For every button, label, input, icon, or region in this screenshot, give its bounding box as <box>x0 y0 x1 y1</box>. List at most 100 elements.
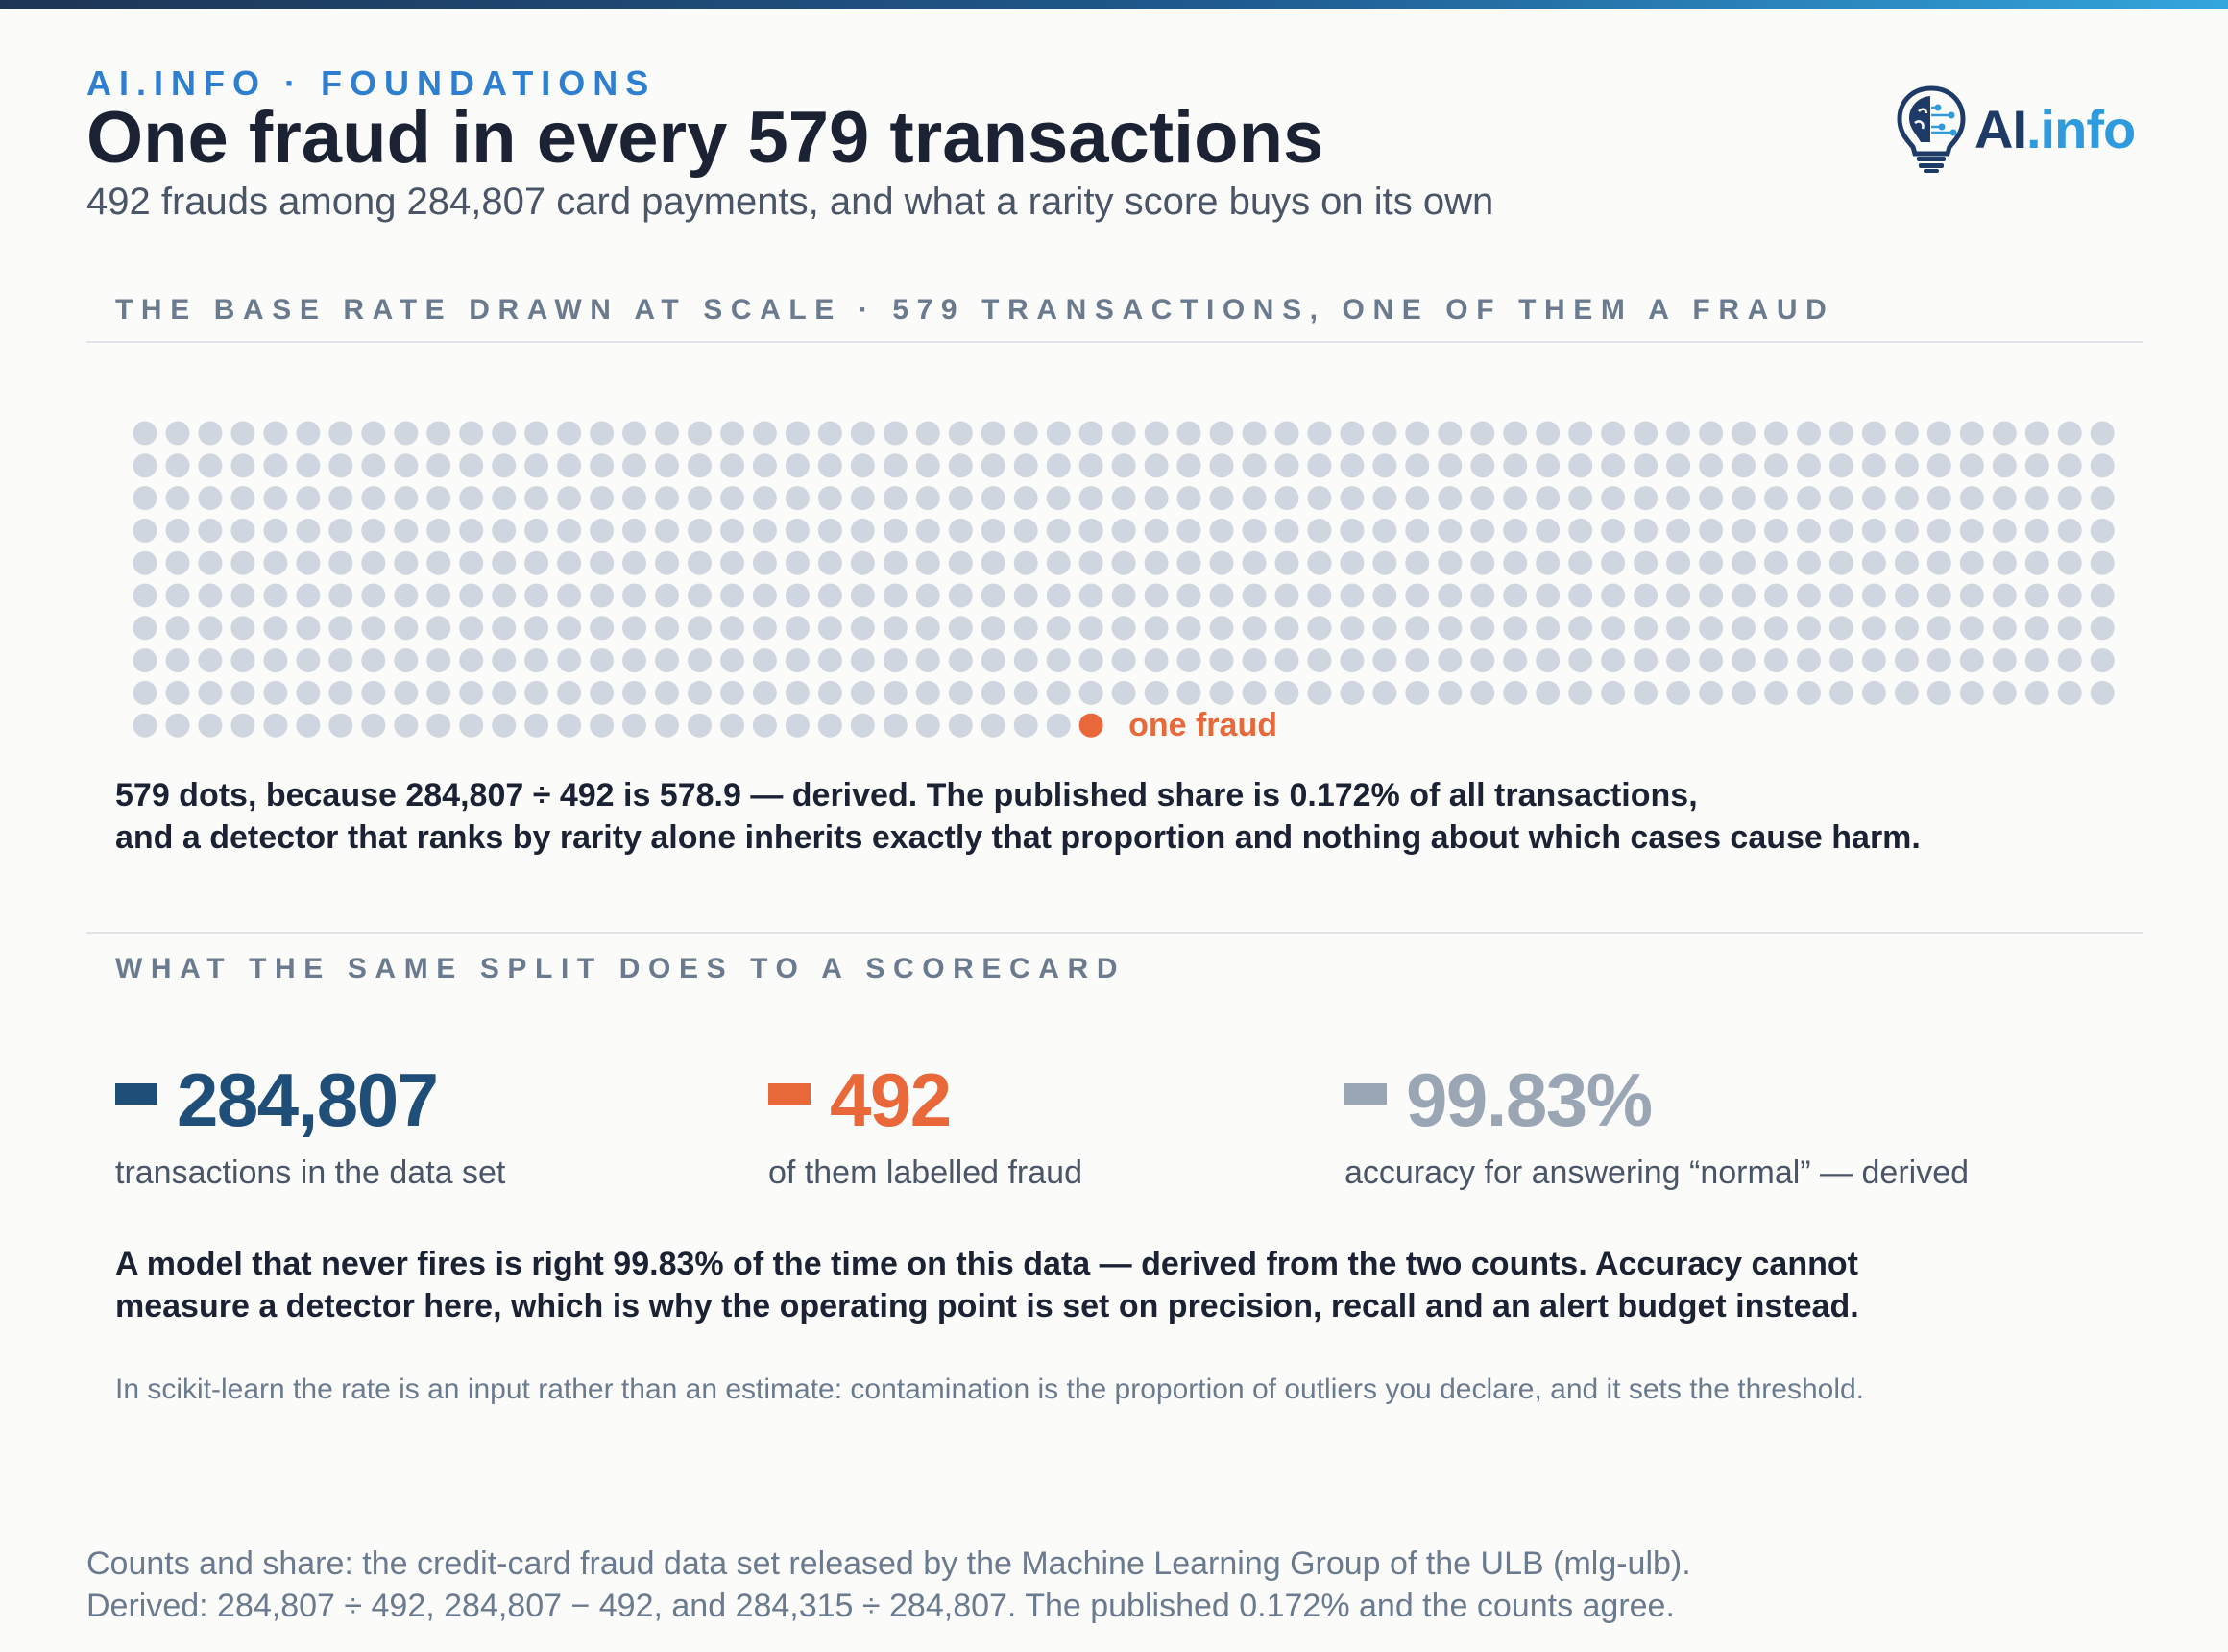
transaction-dot <box>883 486 908 511</box>
transaction-dot <box>2057 616 2082 641</box>
transaction-dot <box>1959 550 1984 575</box>
transaction-dot <box>133 713 157 738</box>
transaction-dot <box>263 550 288 575</box>
transaction-dot <box>1470 550 1495 575</box>
transaction-dot <box>1992 486 2017 511</box>
transaction-dot <box>1732 486 1756 511</box>
transaction-dot <box>752 518 777 543</box>
transaction-dot <box>361 713 386 738</box>
transaction-dot <box>948 453 973 478</box>
transaction-dot <box>524 616 549 641</box>
transaction-dot <box>1732 648 1756 673</box>
transaction-dot <box>1013 616 1038 641</box>
transaction-dot <box>1894 518 1919 543</box>
transaction-dot <box>1307 550 1332 575</box>
transaction-dot <box>655 486 679 511</box>
transaction-dot <box>1568 486 1593 511</box>
transaction-dot <box>1894 583 1919 608</box>
transaction-dot <box>296 518 321 543</box>
transaction-dot <box>328 486 353 511</box>
transaction-dot <box>230 550 255 575</box>
divider <box>86 932 2143 934</box>
transaction-dot <box>557 680 582 705</box>
transaction-dot <box>133 486 157 511</box>
transaction-dot <box>263 680 288 705</box>
transaction-dot <box>817 648 842 673</box>
transaction-dot <box>1013 648 1038 673</box>
transaction-dot <box>1536 550 1561 575</box>
transaction-dot <box>1732 453 1756 478</box>
transaction-dot <box>1046 486 1071 511</box>
transaction-dot <box>883 713 908 738</box>
transaction-dot <box>1861 550 1886 575</box>
transaction-dot <box>1634 616 1659 641</box>
transaction-dot <box>1666 616 1691 641</box>
transaction-dot <box>720 648 744 673</box>
transaction-dot <box>1438 486 1463 511</box>
transaction-dot <box>1176 583 1201 608</box>
transaction-dot <box>1144 680 1169 705</box>
transaction-dot <box>1666 583 1691 608</box>
section-label-scorecard: WHAT THE SAME SPLIT DOES TO A SCORECARD <box>115 953 1126 984</box>
transaction-dot <box>2024 550 2049 575</box>
transaction-dot <box>915 680 940 705</box>
transaction-dot <box>1242 486 1267 511</box>
transaction-dot <box>688 648 712 673</box>
transaction-dot <box>459 453 484 478</box>
transaction-dot <box>1568 583 1593 608</box>
transaction-dot <box>1209 421 1234 446</box>
transaction-dot <box>1144 550 1169 575</box>
transaction-dot <box>394 680 419 705</box>
transaction-dot <box>2090 616 2115 641</box>
transaction-dot <box>1046 518 1071 543</box>
transaction-dot <box>1666 550 1691 575</box>
transaction-dot <box>622 616 646 641</box>
transaction-dot <box>1438 680 1463 705</box>
transaction-dot <box>1894 680 1919 705</box>
transaction-dot <box>1470 583 1495 608</box>
transaction-dot <box>165 583 190 608</box>
transaction-dot <box>850 713 875 738</box>
transaction-dot <box>1274 421 1299 446</box>
transaction-dot <box>981 550 1005 575</box>
transaction-dot <box>2090 648 2115 673</box>
transaction-dot <box>198 518 223 543</box>
transaction-dot <box>1828 518 1853 543</box>
transaction-dot <box>1078 680 1103 705</box>
transaction-dot <box>1209 616 1234 641</box>
transaction-dot <box>720 583 744 608</box>
transaction-dot <box>1372 486 1397 511</box>
transaction-dot <box>1144 518 1169 543</box>
transaction-dot <box>1503 518 1528 543</box>
transaction-dot <box>1372 680 1397 705</box>
transaction-dot <box>361 616 386 641</box>
transaction-dot <box>263 616 288 641</box>
transaction-dot <box>2024 421 2049 446</box>
transaction-dot <box>720 713 744 738</box>
transaction-dot <box>1372 421 1397 446</box>
transaction-dot <box>1601 486 1626 511</box>
transaction-dot <box>752 680 777 705</box>
transaction-dot <box>1992 616 2017 641</box>
transaction-dot <box>688 421 712 446</box>
transaction-dot <box>1764 453 1788 478</box>
transaction-dot <box>915 648 940 673</box>
transaction-dot <box>622 680 646 705</box>
transaction-dot <box>1699 518 1724 543</box>
transaction-dot <box>1992 680 2017 705</box>
transaction-dot <box>1111 648 1136 673</box>
transaction-dot <box>492 713 517 738</box>
transaction-dot <box>133 648 157 673</box>
transaction-dot <box>948 550 973 575</box>
transaction-dot <box>1797 453 1821 478</box>
transaction-dot <box>426 453 451 478</box>
transaction-dot <box>361 518 386 543</box>
transaction-dot <box>1405 648 1430 673</box>
transaction-dot <box>1307 680 1332 705</box>
transaction-dot <box>230 713 255 738</box>
transaction-dot <box>2090 421 2115 446</box>
transaction-dot <box>1699 550 1724 575</box>
transaction-dot <box>1274 486 1299 511</box>
transaction-dot <box>752 583 777 608</box>
transaction-dot <box>1046 616 1071 641</box>
